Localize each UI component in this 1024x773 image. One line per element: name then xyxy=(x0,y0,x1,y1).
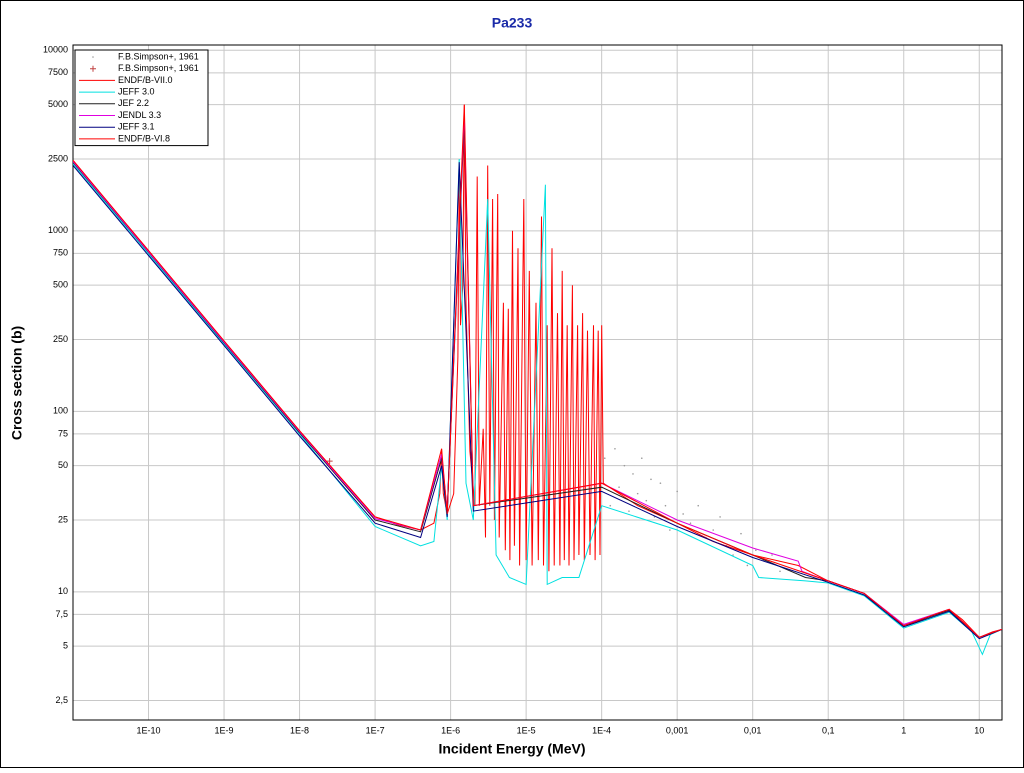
series-line xyxy=(73,104,1002,638)
legend-marker xyxy=(90,65,96,72)
x-tick-label: 1E-4 xyxy=(592,725,611,735)
y-tick-label: 5 xyxy=(63,641,68,651)
y-tick-label: 25 xyxy=(58,514,68,524)
y-tick-label: 2500 xyxy=(48,153,68,163)
data-point xyxy=(650,478,652,481)
x-tick-label: 1E-5 xyxy=(517,725,536,735)
x-tick-label: 1E-6 xyxy=(441,725,460,735)
legend-label: F.B.Simpson+, 1961 xyxy=(118,51,199,61)
data-point xyxy=(628,510,630,512)
y-tick-label: 1000 xyxy=(48,225,68,235)
y-tick-label: 100 xyxy=(53,406,68,416)
legend-label: ENDF/B-VI.8 xyxy=(118,133,170,143)
data-point xyxy=(689,522,692,525)
x-tick-label: 0,001 xyxy=(666,725,689,735)
data-point xyxy=(659,482,662,484)
data-point xyxy=(712,529,715,531)
legend-label: ENDF/B-VII.0 xyxy=(118,75,173,85)
legend-label: JEFF 3.0 xyxy=(118,86,155,96)
data-point xyxy=(326,458,333,465)
legend-label: F.B.Simpson+, 1961 xyxy=(118,63,199,73)
data-point xyxy=(618,486,620,488)
data-point xyxy=(632,473,634,475)
series-line xyxy=(73,158,1002,656)
data-point xyxy=(732,554,734,556)
legend-marker xyxy=(92,56,94,58)
y-tick-label: 7,5 xyxy=(55,609,68,619)
x-tick-label: 1E-9 xyxy=(215,725,234,735)
series-line xyxy=(73,162,1002,640)
y-tick-label: 7500 xyxy=(48,67,68,77)
x-tick-label: 0,01 xyxy=(744,725,762,735)
y-axis-title: Cross section (b) xyxy=(9,326,25,440)
y-tick-label: 5000 xyxy=(48,99,68,109)
x-tick-label: 1E-7 xyxy=(366,725,385,735)
legend-box xyxy=(74,49,209,147)
y-tick-label: 750 xyxy=(53,248,68,258)
x-tick-label: 1 xyxy=(901,725,906,735)
data-point xyxy=(755,549,757,552)
data-point xyxy=(719,516,721,518)
data-point xyxy=(664,504,667,507)
y-tick-label: 10 xyxy=(58,586,68,596)
y-tick-label: 500 xyxy=(53,280,68,290)
x-tick-label: 1E-10 xyxy=(137,725,161,735)
y-tick-label: 2,5 xyxy=(55,695,68,705)
x-tick-label: 0,1 xyxy=(822,725,835,735)
plot-area xyxy=(73,104,1002,656)
y-tick-label: 250 xyxy=(53,334,68,344)
data-point xyxy=(614,448,616,450)
legend-label: JEFF 3.1 xyxy=(118,122,155,132)
chart-title: Pa233 xyxy=(492,15,533,31)
data-point xyxy=(771,554,773,556)
x-tick-label: 10 xyxy=(974,725,984,735)
data-point xyxy=(697,504,700,507)
data-point xyxy=(623,464,626,467)
x-axis-title: Incident Energy (MeV) xyxy=(438,741,585,757)
data-point xyxy=(640,457,643,459)
data-point xyxy=(779,570,781,573)
y-tick-label: 75 xyxy=(58,428,68,438)
data-point xyxy=(669,529,671,531)
legend-label: JEF 2.2 xyxy=(118,98,149,108)
data-point xyxy=(603,457,606,459)
data-point xyxy=(740,532,742,535)
x-tick-label: 1E-8 xyxy=(290,725,309,735)
data-point xyxy=(636,492,639,495)
data-point xyxy=(676,490,678,493)
y-tick-label: 10000 xyxy=(43,45,68,55)
data-point xyxy=(682,513,684,515)
plot-border xyxy=(72,44,1003,721)
data-point xyxy=(746,564,749,567)
legend-label: JENDL 3.3 xyxy=(118,110,161,120)
y-tick-label: 50 xyxy=(58,460,68,470)
data-point xyxy=(609,504,612,507)
data-point xyxy=(645,499,648,502)
